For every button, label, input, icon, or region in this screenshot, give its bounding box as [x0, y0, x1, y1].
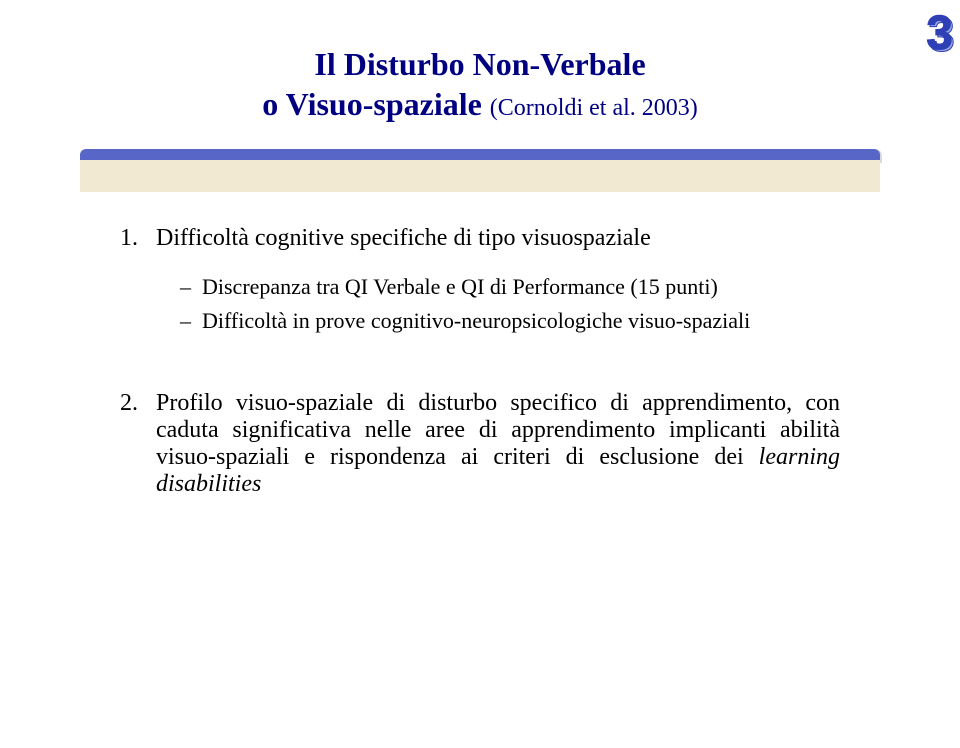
- list-item-1: 1. Difficoltà cognitive specifiche di ti…: [120, 225, 840, 334]
- sub-list: Discrepanza tra QI Verbale e QI di Perfo…: [180, 274, 840, 334]
- title-block: Il Disturbo Non-Verbale o Visuo-spaziale…: [120, 44, 840, 124]
- list-item-2-text: Profilo visuo-spaziale di disturbo speci…: [156, 390, 840, 498]
- list-item-2: 2. Profilo visuo-spaziale di disturbo sp…: [120, 390, 840, 498]
- title-underline-bg: [80, 160, 880, 192]
- title-line1: Il Disturbo Non-Verbale: [120, 44, 840, 84]
- list-item-1-text: Difficoltà cognitive specifiche di tipo …: [156, 225, 840, 252]
- list-item-2-number: 2.: [120, 390, 138, 417]
- list-item-1-number: 1.: [120, 225, 138, 252]
- slide-number-decor: 3 3: [926, 6, 950, 61]
- slide: 3 3 Il Disturbo Non-Verbale o Visuo-spaz…: [0, 0, 960, 748]
- title-line2-paren: (Cornoldi et al. 2003): [490, 95, 698, 121]
- title-line2: o Visuo-spaziale (Cornoldi et al. 2003): [120, 84, 840, 124]
- sub-item-1: Discrepanza tra QI Verbale e QI di Perfo…: [180, 274, 840, 300]
- list-item-2-main: Profilo visuo-spaziale di disturbo speci…: [156, 390, 840, 470]
- slide-number: 3: [926, 6, 950, 61]
- content-area: 1. Difficoltà cognitive specifiche di ti…: [120, 225, 840, 498]
- title-line2-main: o Visuo-spaziale: [262, 86, 490, 122]
- sub-item-2: Difficoltà in prove cognitivo-neuropsico…: [180, 308, 840, 334]
